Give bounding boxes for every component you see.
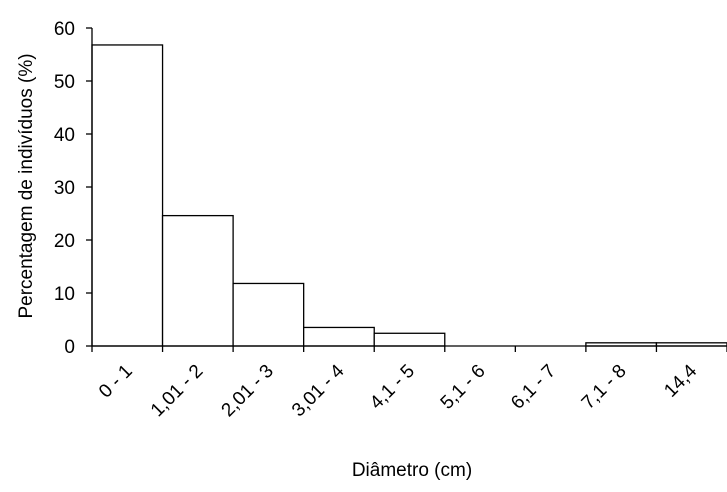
y-tick-label-40: 40 (54, 125, 75, 146)
x-axis: 0 - 1 1,01 - 2 2,01 - 3 3,01 - 4 4,1 - 5 5,1 … (91, 345, 727, 421)
bar-4 (373, 332, 446, 347)
x-axis-title: Diâmetro (cm) (352, 460, 472, 481)
y-tick-label-60: 60 (54, 19, 75, 40)
bars-group (91, 44, 727, 347)
bar-0 (91, 44, 164, 347)
bar-1 (161, 214, 234, 347)
bar-2 (232, 282, 305, 347)
x-tick-label-1: 1,01 - 2 (147, 361, 207, 421)
y-tick-label-10: 10 (54, 284, 75, 305)
x-tick-label-0: 0 - 1 (95, 361, 137, 403)
y-axis: 0 10 20 30 40 50 60 (54, 19, 93, 358)
y-tick-label-20: 20 (54, 231, 75, 252)
y-tick-label-50: 50 (54, 72, 75, 93)
y-axis-title: Percentagem de indivíduos (%) (16, 53, 37, 318)
x-tick-label-8: 14,4 (660, 360, 701, 401)
x-tick-label-4: 4,1 - 5 (366, 361, 419, 414)
bar-3 (303, 326, 375, 347)
y-tick-label-0: 0 (64, 337, 75, 358)
y-tick-label-30: 30 (54, 178, 75, 199)
x-tick-label-2: 2,01 - 3 (218, 361, 278, 421)
x-tick-label-7: 7,1 - 8 (578, 361, 631, 414)
x-tick-label-3: 3,01 - 4 (288, 360, 349, 421)
x-tick-label-5: 5,1 - 6 (437, 361, 490, 414)
x-tick-label-6: 6,1 - 7 (507, 361, 560, 414)
